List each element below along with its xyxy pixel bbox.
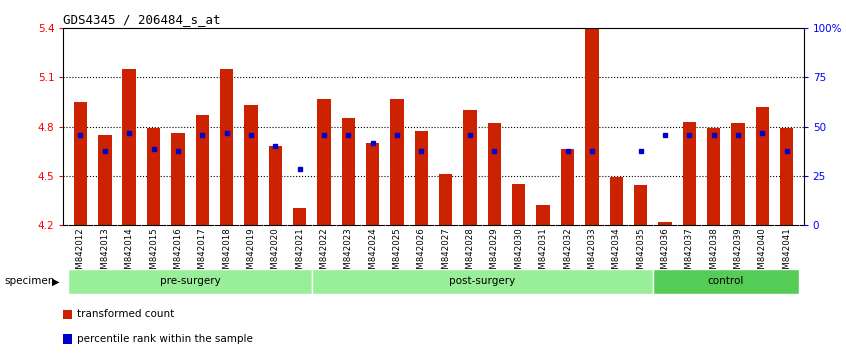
Bar xyxy=(707,128,720,225)
Text: GSM842026: GSM842026 xyxy=(417,227,426,280)
Bar xyxy=(755,107,769,225)
Text: pre-surgery: pre-surgery xyxy=(160,276,221,286)
Bar xyxy=(585,28,599,225)
Text: GSM842019: GSM842019 xyxy=(246,227,255,280)
Bar xyxy=(268,146,282,225)
Text: GSM842034: GSM842034 xyxy=(612,227,621,280)
Bar xyxy=(439,174,453,225)
Text: post-surgery: post-surgery xyxy=(449,276,515,286)
Text: GSM842023: GSM842023 xyxy=(343,227,353,280)
Text: GSM842035: GSM842035 xyxy=(636,227,645,280)
Bar xyxy=(123,69,136,225)
Text: GSM842012: GSM842012 xyxy=(76,227,85,280)
Text: GSM842024: GSM842024 xyxy=(368,227,377,280)
Text: specimen: specimen xyxy=(4,276,55,286)
Bar xyxy=(658,222,672,225)
Bar xyxy=(74,102,87,225)
Bar xyxy=(312,269,653,294)
Text: GSM842028: GSM842028 xyxy=(465,227,475,280)
Text: GSM842015: GSM842015 xyxy=(149,227,158,280)
Text: transformed count: transformed count xyxy=(77,309,174,320)
Bar xyxy=(536,205,550,225)
Bar xyxy=(683,122,696,225)
Text: GSM842040: GSM842040 xyxy=(758,227,766,280)
Text: percentile rank within the sample: percentile rank within the sample xyxy=(77,333,253,344)
Bar xyxy=(634,185,647,225)
Bar xyxy=(780,128,794,225)
Text: GSM842022: GSM842022 xyxy=(320,227,328,280)
Text: GSM842033: GSM842033 xyxy=(587,227,596,280)
Text: GSM842038: GSM842038 xyxy=(709,227,718,280)
Text: GSM842032: GSM842032 xyxy=(563,227,572,280)
Bar xyxy=(195,115,209,225)
Text: control: control xyxy=(707,276,744,286)
Text: GSM842025: GSM842025 xyxy=(393,227,402,280)
Text: GSM842013: GSM842013 xyxy=(101,227,109,280)
Text: GSM842020: GSM842020 xyxy=(271,227,280,280)
Bar xyxy=(63,334,72,344)
Bar xyxy=(731,123,744,225)
Text: GSM842041: GSM842041 xyxy=(783,227,791,280)
Bar xyxy=(98,135,112,225)
Text: GSM842016: GSM842016 xyxy=(173,227,183,280)
Bar xyxy=(69,269,312,294)
Bar xyxy=(342,118,355,225)
Bar xyxy=(653,269,799,294)
Bar xyxy=(366,143,379,225)
Bar xyxy=(147,128,160,225)
Text: GSM842031: GSM842031 xyxy=(539,227,547,280)
Text: GSM842027: GSM842027 xyxy=(442,227,450,280)
Bar xyxy=(512,184,525,225)
Text: GSM842014: GSM842014 xyxy=(124,227,134,280)
Text: GSM842021: GSM842021 xyxy=(295,227,305,280)
Bar xyxy=(415,131,428,225)
Text: GSM842017: GSM842017 xyxy=(198,227,206,280)
Text: GSM842030: GSM842030 xyxy=(514,227,524,280)
Bar xyxy=(390,99,404,225)
Text: GSM842039: GSM842039 xyxy=(733,227,743,280)
Text: GSM842036: GSM842036 xyxy=(661,227,669,280)
Bar xyxy=(244,105,258,225)
Bar xyxy=(464,110,477,225)
Bar xyxy=(317,99,331,225)
Bar xyxy=(293,209,306,225)
Text: GSM842018: GSM842018 xyxy=(222,227,231,280)
Bar xyxy=(609,177,623,225)
Bar xyxy=(220,69,233,225)
Bar xyxy=(171,133,184,225)
Text: GSM842037: GSM842037 xyxy=(684,227,694,280)
Bar xyxy=(561,149,574,225)
Text: GSM842029: GSM842029 xyxy=(490,227,499,280)
Bar xyxy=(63,309,72,319)
Text: GDS4345 / 206484_s_at: GDS4345 / 206484_s_at xyxy=(63,13,221,26)
Bar xyxy=(488,123,501,225)
Text: ▶: ▶ xyxy=(52,276,60,286)
